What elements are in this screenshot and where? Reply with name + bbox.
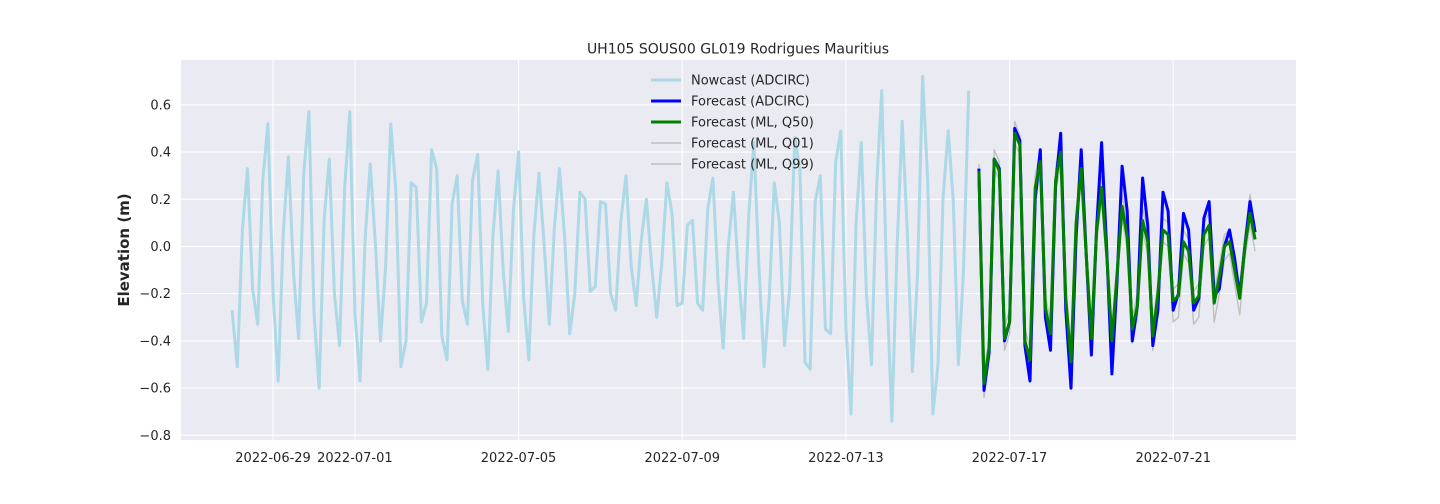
y-axis: −0.8 −0.6 −0.4 −0.2 0.0 0.2 0.4 0.6 [139,98,171,443]
legend-label: Forecast (ML, Q01) [691,137,814,152]
y-tick-label: 0.2 [150,193,171,208]
x-tick-label: 2022-07-13 [808,451,884,466]
series-line [230,75,971,423]
grid [181,60,1296,440]
x-tick-label: 2022-07-09 [644,451,720,466]
y-tick-label: −0.4 [139,334,171,349]
y-tick-label: 0.4 [150,146,171,161]
y-axis-label: Elevation (m) [115,193,133,306]
series-line [977,131,1257,385]
x-tick-label: 2022-06-29 [235,451,311,466]
legend: Nowcast (ADCIRC) Forecast (ADCIRC) Forecas… [651,74,814,173]
x-axis: 2022-06-29 2022-07-01 2022-07-05 2022-07-09… [235,451,1211,466]
legend-label: Nowcast (ADCIRC) [691,74,810,89]
x-tick-label: 2022-07-05 [481,451,557,466]
series-layer [230,75,1257,423]
legend-label: Forecast (ML, Q99) [691,158,814,173]
y-tick-label: 0.6 [150,98,171,113]
y-tick-label: −0.2 [139,287,171,302]
legend-label: Forecast (ADCIRC) [691,95,810,110]
x-tick-label: 2022-07-21 [1135,451,1211,466]
y-tick-label: 0.0 [150,240,171,255]
y-tick-label: −0.8 [139,429,171,444]
y-tick-label: −0.6 [139,382,171,397]
legend-label: Forecast (ML, Q50) [691,116,814,131]
chart-title: UH105 SOUS00 GL019 Rodrigues Mauritius [587,42,889,58]
x-tick-label: 2022-07-01 [317,451,393,466]
x-tick-label: 2022-07-17 [972,451,1048,466]
